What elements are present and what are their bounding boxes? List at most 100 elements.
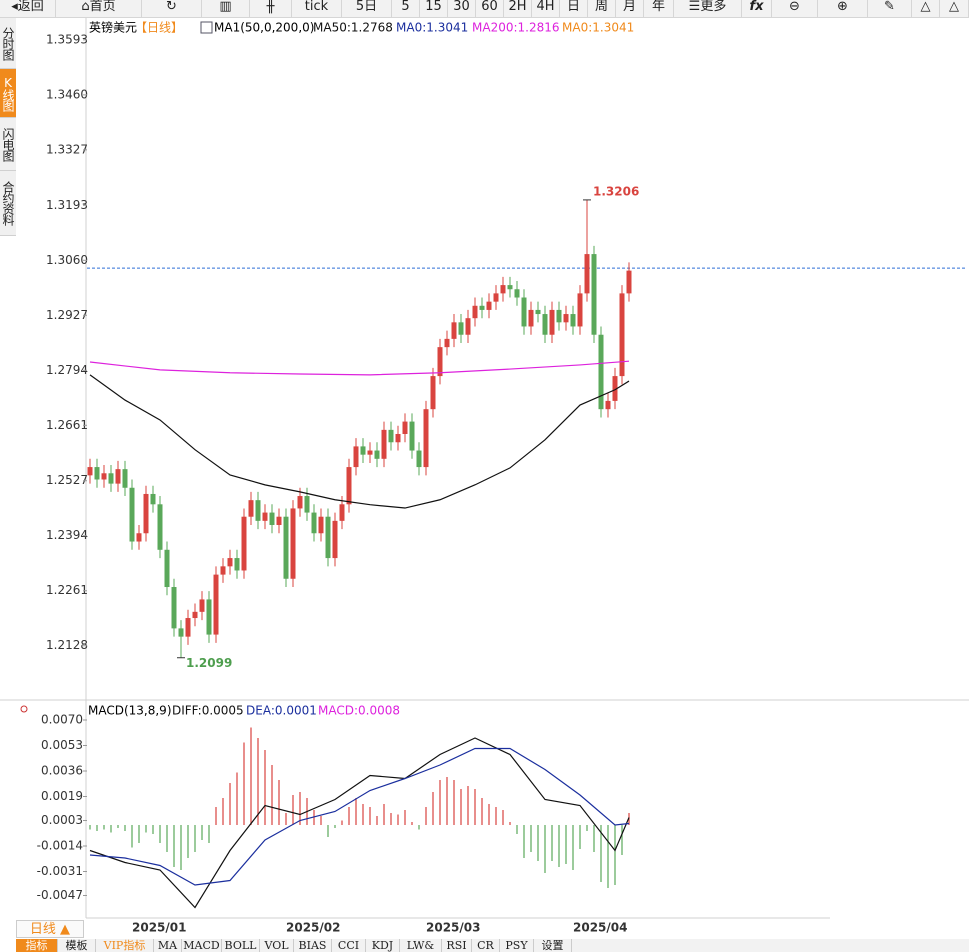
- candle-body: [164, 549, 170, 588]
- y-tick-label: 1.2794: [46, 363, 88, 377]
- candle-body: [157, 504, 163, 550]
- chart-title: 英镑美元: [89, 20, 137, 35]
- candle-body: [136, 533, 142, 542]
- sidebar-tab[interactable]: K线图: [0, 69, 16, 118]
- period-button[interactable]: 日: [560, 0, 588, 17]
- sidebar-tab[interactable]: 闪电图: [0, 118, 16, 171]
- candle-body: [423, 409, 429, 468]
- high-label: 1.3206: [593, 184, 639, 198]
- tab[interactable]: 设置: [534, 939, 572, 952]
- tab[interactable]: MA: [154, 939, 182, 952]
- candle-body: [220, 566, 226, 575]
- draw-button[interactable]: ✎: [868, 0, 912, 17]
- candle-body: [325, 516, 331, 559]
- tab[interactable]: CR: [472, 939, 500, 952]
- candle-body: [150, 493, 156, 505]
- candle-body: [528, 309, 534, 327]
- tab[interactable]: KDJ: [366, 939, 400, 952]
- period-button[interactable]: 15: [420, 0, 448, 17]
- candle-body: [241, 516, 247, 571]
- period-button[interactable]: 4H: [532, 0, 560, 17]
- refresh-button[interactable]: ↻: [142, 0, 202, 17]
- period-button[interactable]: 月: [616, 0, 644, 17]
- bars-button[interactable]: ▥: [202, 0, 250, 17]
- shape-button[interactable]: △: [940, 0, 969, 17]
- period-button[interactable]: 周: [588, 0, 616, 17]
- sidebar-tab[interactable]: 分时图: [0, 18, 16, 69]
- candle-body: [437, 347, 443, 377]
- candle-body: [108, 473, 114, 484]
- candle-body: [458, 322, 464, 335]
- candle-body: [227, 558, 233, 567]
- candle-body: [255, 500, 261, 521]
- candle-body: [101, 473, 107, 480]
- period-button[interactable]: 2H: [504, 0, 532, 17]
- candle-body: [430, 376, 436, 410]
- period-button[interactable]: 60: [476, 0, 504, 17]
- candle-body: [318, 516, 324, 534]
- candle-body: [395, 433, 401, 443]
- zoom-out-button[interactable]: ⊖: [772, 0, 818, 17]
- period-selector[interactable]: 日线 ▲: [16, 920, 84, 938]
- candle-body: [472, 305, 478, 319]
- candle-body: [115, 469, 121, 484]
- y-tick-label: 1.3327: [46, 142, 88, 156]
- period-button[interactable]: 5: [392, 0, 420, 17]
- period-button[interactable]: 5日: [342, 0, 392, 17]
- period-button[interactable]: tick: [292, 0, 342, 17]
- y-tick-label: 1.3460: [46, 87, 88, 101]
- candle-body: [521, 297, 527, 327]
- y-tick-label: 0.0003: [41, 813, 83, 827]
- formula-button[interactable]: fx: [742, 0, 772, 17]
- candle-body: [87, 467, 93, 476]
- legend-entry: MA200:1.2816: [472, 21, 560, 35]
- y-tick-label: 1.3060: [46, 253, 88, 267]
- home-button[interactable]: ⌂首页: [56, 0, 142, 17]
- legend-entry: MA50:1.2768: [313, 21, 393, 35]
- candle-body: [269, 512, 275, 525]
- candle-body: [444, 338, 450, 348]
- candle-button[interactable]: ╫: [250, 0, 292, 17]
- legend-entry: MA0:1.3041: [396, 21, 468, 35]
- tab[interactable]: VOL: [260, 939, 294, 952]
- candle-body: [500, 285, 506, 294]
- candle-body: [185, 618, 191, 637]
- x-tick-label: 2025/02: [286, 921, 340, 935]
- tab[interactable]: RSI: [442, 939, 472, 952]
- back-button[interactable]: ◂返回: [0, 0, 56, 17]
- tab[interactable]: 指标: [16, 939, 58, 952]
- more-button[interactable]: ☰更多: [674, 0, 742, 17]
- candle-body: [514, 289, 520, 298]
- tab[interactable]: BOLL: [222, 939, 260, 952]
- candle-body: [94, 467, 100, 480]
- y-tick-label: 1.2128: [46, 638, 88, 652]
- zoom-in-button[interactable]: ⊕: [818, 0, 868, 17]
- candle-body: [570, 314, 576, 327]
- candle-body: [332, 520, 338, 559]
- tab[interactable]: LW&: [400, 939, 442, 952]
- settings-icon[interactable]: [20, 705, 28, 713]
- settings-icon-ring[interactable]: [20, 705, 28, 713]
- tab[interactable]: 模板: [58, 939, 96, 952]
- tab[interactable]: VIP指标: [96, 939, 154, 952]
- shape-button[interactable]: △: [912, 0, 940, 17]
- candle-body: [556, 309, 562, 323]
- period-label: 【日线】: [135, 21, 183, 35]
- tab[interactable]: PSY: [500, 939, 534, 952]
- tab[interactable]: MACD: [182, 939, 222, 952]
- period-button[interactable]: 年: [644, 0, 674, 17]
- candle-body: [199, 599, 205, 612]
- candle-body: [311, 512, 317, 534]
- candle-body: [234, 558, 240, 571]
- y-tick-label: 1.2394: [46, 528, 88, 542]
- button-label[interactable]: 更多: [700, 0, 727, 14]
- line-series: [89, 747, 630, 886]
- button-label[interactable]: 返回: [17, 0, 44, 14]
- tab[interactable]: CCI: [332, 939, 366, 952]
- legend-entry: DEA:0.0001: [246, 704, 317, 718]
- sidebar-tab[interactable]: 合约资料: [0, 171, 16, 236]
- x-tick-label: 2025/04: [573, 921, 627, 935]
- button-label[interactable]: 首页: [89, 0, 116, 14]
- period-button[interactable]: 30: [448, 0, 476, 17]
- tab[interactable]: BIAS: [294, 939, 332, 952]
